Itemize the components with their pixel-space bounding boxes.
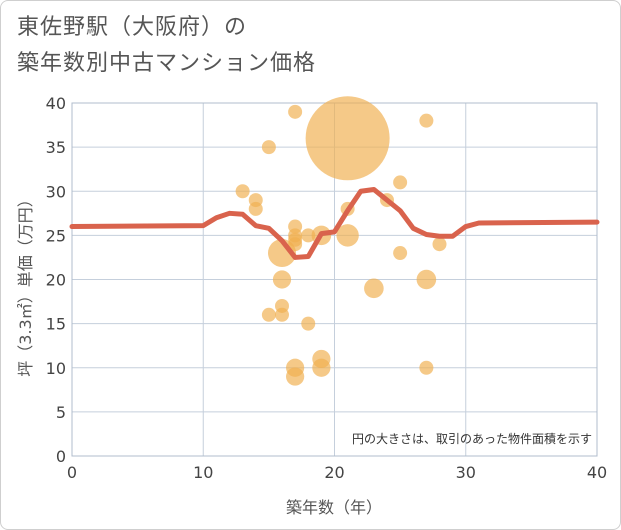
title-line-1: 東佐野駅（大阪府）の — [17, 15, 248, 40]
data-bubble — [364, 278, 384, 299]
y-tick-label: 35 — [46, 138, 66, 157]
data-bubble — [393, 246, 408, 261]
x-tick-label: 0 — [67, 463, 77, 482]
y-tick-label: 25 — [46, 226, 66, 245]
data-bubble — [261, 140, 276, 155]
data-bubble — [432, 237, 447, 252]
y-tick-label: 20 — [46, 271, 66, 290]
x-tick-label: 30 — [456, 463, 476, 482]
y-axis-label: 坪（3.3㎡）単価（万円） — [16, 191, 35, 376]
data-bubble — [301, 316, 316, 331]
data-bubble — [288, 104, 303, 119]
bubble-series — [235, 96, 447, 386]
data-bubble — [393, 175, 408, 190]
trend-line — [69, 186, 600, 260]
data-bubble — [419, 113, 434, 128]
data-bubble — [312, 358, 331, 377]
data-bubble — [248, 201, 263, 216]
y-tick-label: 15 — [46, 315, 66, 334]
tick-labels: 0 10 20 30 40 0 5 10 15 20 25 30 35 40 — [46, 94, 608, 482]
y-tick-label: 10 — [46, 359, 66, 378]
data-bubble — [301, 228, 316, 243]
grid-lines — [72, 103, 597, 456]
data-bubble — [272, 270, 292, 289]
chart-title: 東佐野駅（大阪府）の 築年数別中古マンション価格 — [17, 10, 316, 82]
data-bubble — [416, 269, 437, 290]
data-bubble — [261, 307, 276, 322]
y-tick-label: 5 — [56, 403, 66, 422]
data-bubble — [305, 96, 390, 181]
data-bubble — [336, 224, 359, 247]
data-bubble — [286, 367, 305, 386]
data-bubble — [235, 184, 250, 199]
data-bubble — [288, 237, 303, 252]
trend-series — [69, 186, 600, 260]
x-tick-label: 20 — [324, 463, 344, 482]
data-bubble — [419, 360, 434, 375]
x-tick-label: 10 — [193, 463, 213, 482]
y-tick-label: 40 — [46, 94, 66, 113]
data-bubble — [275, 307, 289, 322]
bubble-size-note: 円の大きさは、取引のあった物件面積を示す — [352, 431, 592, 446]
y-tick-label: 0 — [56, 447, 66, 466]
y-tick-label: 30 — [46, 182, 66, 201]
title-line-2: 築年数別中古マンション価格 — [17, 51, 317, 76]
x-axis-label: 築年数（年） — [286, 498, 382, 517]
x-tick-label: 40 — [587, 463, 607, 482]
